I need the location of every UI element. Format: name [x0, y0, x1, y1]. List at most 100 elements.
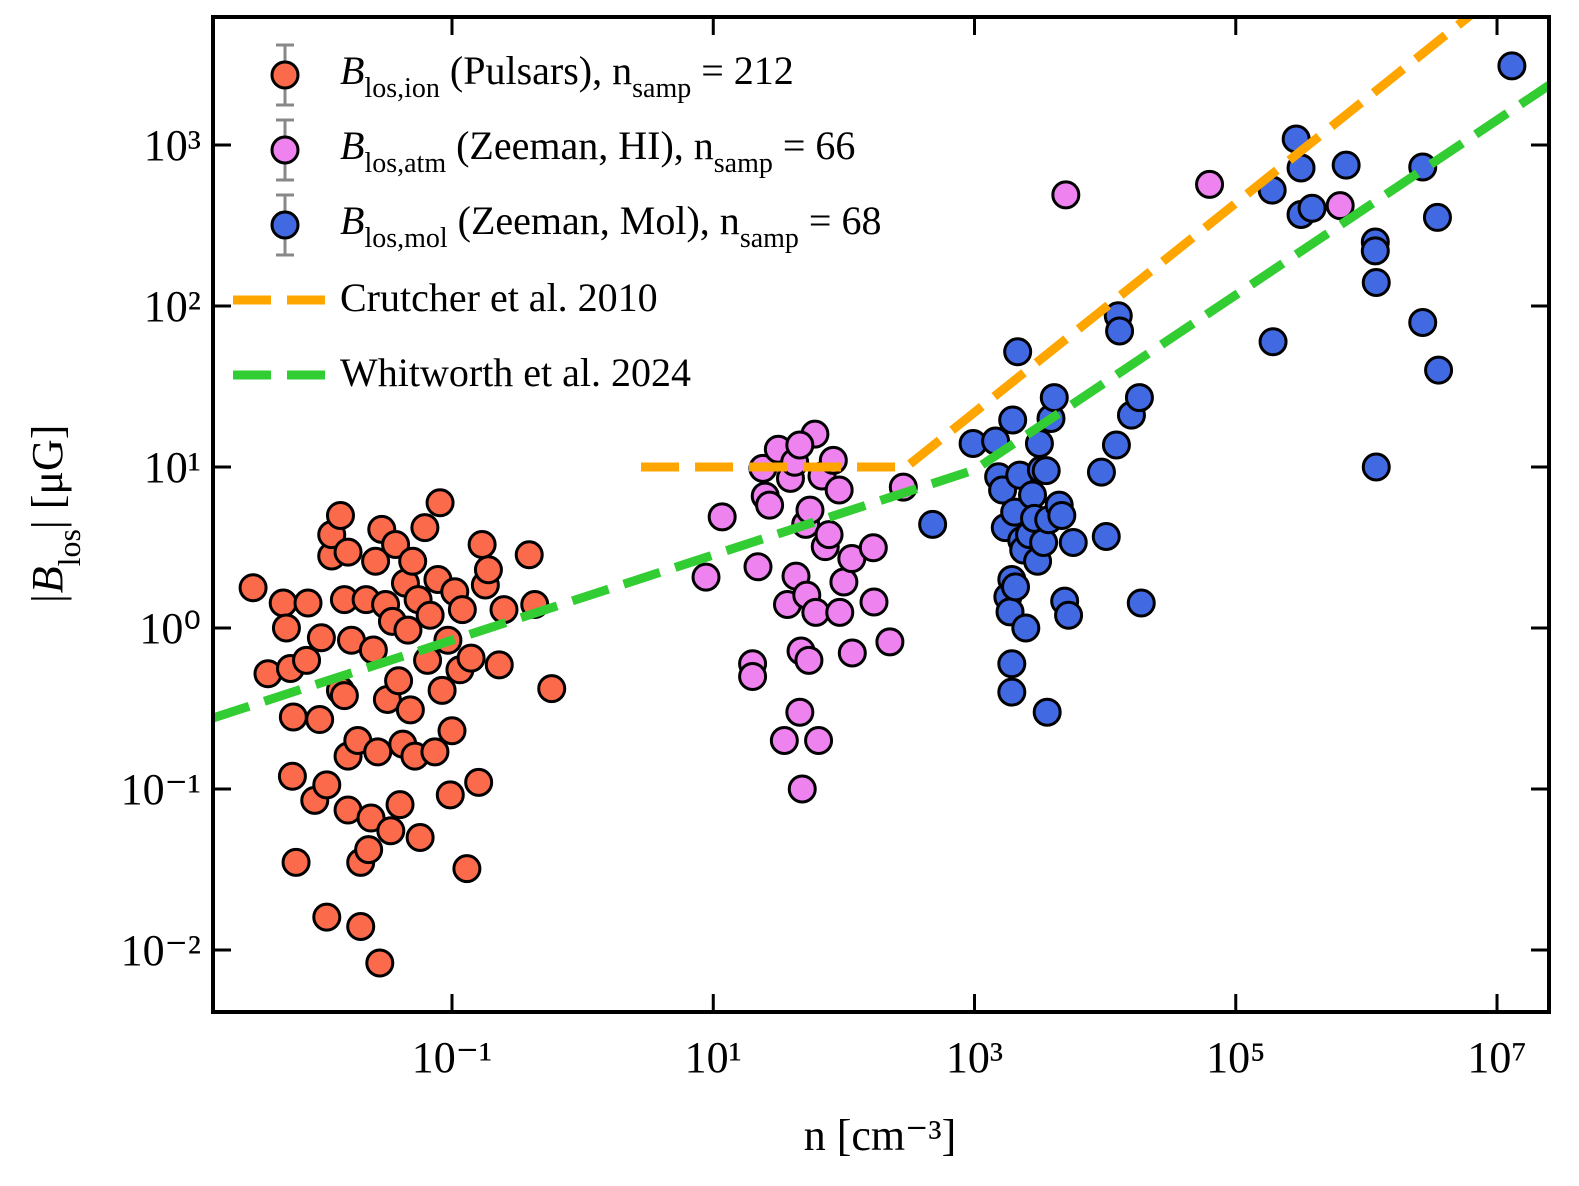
data-point: [1058, 527, 1088, 557]
data-point: [420, 737, 450, 767]
data-point: [238, 573, 268, 603]
fit-line: [213, 81, 1549, 723]
fit-line: [641, 17, 1474, 472]
x-tick-label: 10⁻¹: [412, 1033, 492, 1082]
legend-marker: [270, 60, 300, 90]
data-point: [1054, 600, 1084, 630]
data-point: [278, 702, 308, 732]
data-point: [1126, 588, 1156, 618]
legend-label-part: B: [340, 198, 364, 243]
data-point: [333, 537, 363, 567]
data-point: [785, 697, 815, 727]
data-point: [305, 705, 335, 735]
data-point: [918, 509, 948, 539]
x-tick-label: 10³: [946, 1033, 1003, 1082]
data-point: [398, 546, 428, 576]
x-tick-label: 10⁷: [1467, 1033, 1526, 1082]
y-tick-label: 10¹: [144, 443, 201, 492]
data-point: [277, 761, 307, 791]
data-point: [354, 835, 384, 865]
data-point: [292, 645, 322, 675]
legend-label: Crutcher et al. 2010: [340, 275, 658, 320]
data-point: [437, 716, 467, 746]
data-point: [306, 623, 336, 653]
data-point: [707, 502, 737, 532]
y-tick-label: 10³: [144, 121, 201, 170]
data-point: [801, 597, 831, 627]
data-point: [281, 847, 311, 877]
x-tick-label: 10¹: [685, 1033, 742, 1082]
data-point: [393, 615, 423, 645]
data-point: [814, 520, 844, 550]
axes-frame: [211, 15, 1551, 1014]
data-point: [1101, 430, 1131, 460]
data-point: [385, 790, 415, 820]
y-axis-label-part: |B: [23, 566, 72, 605]
legend-label: Blos,mol (Zeeman, Mol), nsamp = 68: [340, 198, 881, 254]
legend-label-part: = 68: [799, 198, 882, 243]
data-point: [1331, 150, 1361, 180]
data-point: [743, 552, 773, 582]
data-point: [1091, 522, 1121, 552]
data-point: [1086, 457, 1116, 487]
data-point: [464, 767, 494, 797]
data-point: [1047, 500, 1077, 530]
data-point: [1001, 572, 1031, 602]
y-tick-label: 10⁻¹: [121, 765, 201, 814]
data-point: [415, 600, 445, 630]
data-point: [1360, 236, 1390, 266]
data-point: [1051, 180, 1081, 210]
y-tick-label: 10⁻²: [121, 926, 201, 975]
data-point: [1297, 193, 1327, 223]
legend-marker: [270, 210, 300, 240]
data-point: [1325, 191, 1355, 221]
legend-label-part: B: [340, 48, 364, 93]
legend-label-part: samp: [740, 223, 799, 254]
data-point: [1361, 452, 1391, 482]
data-point: [1105, 316, 1135, 346]
data-point: [376, 816, 406, 846]
legend-label-part: B: [340, 123, 364, 168]
y-tick-label: 10⁰: [139, 604, 201, 653]
x-tick-label: 10⁵: [1206, 1033, 1265, 1082]
data-point: [1032, 697, 1062, 727]
data-point: [1361, 267, 1391, 297]
legend-label-part: = 66: [773, 123, 856, 168]
legend-label-part: (Zeeman, Mol), n: [448, 198, 740, 243]
data-point: [452, 854, 482, 884]
legend-marker: [270, 135, 300, 165]
data-point: [395, 695, 425, 725]
legend-label-part: los,mol: [364, 223, 447, 254]
data-point: [484, 650, 514, 680]
data-point: [837, 638, 867, 668]
data-point: [384, 666, 414, 696]
legend-label-part: samp: [632, 73, 691, 104]
data-point: [325, 500, 355, 530]
data-point: [858, 533, 888, 563]
data-point: [785, 430, 815, 460]
data-point: [346, 911, 376, 941]
data-point: [804, 726, 834, 756]
y-axis-label-part: | [μG]: [23, 425, 72, 529]
legend-label: Whitworth et al. 2024: [340, 350, 691, 395]
y-tick-label: 10²: [144, 282, 201, 331]
legend-label-part: = 212: [691, 48, 794, 93]
legend-label-part: (Zeeman, HI), n: [446, 123, 714, 168]
data-point: [268, 588, 298, 618]
data-point: [467, 530, 497, 560]
data-point: [293, 588, 323, 618]
data-point: [998, 405, 1028, 435]
data-point: [1258, 327, 1288, 357]
data-point: [1195, 169, 1225, 199]
data-point: [787, 774, 817, 804]
y-axis-label-part: los: [51, 529, 87, 566]
data-point: [1011, 613, 1041, 643]
data-point: [1031, 456, 1061, 486]
legend-label-part: los,atm: [364, 148, 446, 179]
data-point: [824, 475, 854, 505]
data-point: [794, 645, 824, 675]
data-point: [691, 562, 721, 592]
data-point: [997, 677, 1027, 707]
legend-label: Blos,ion (Pulsars), nsamp = 212: [340, 48, 794, 104]
